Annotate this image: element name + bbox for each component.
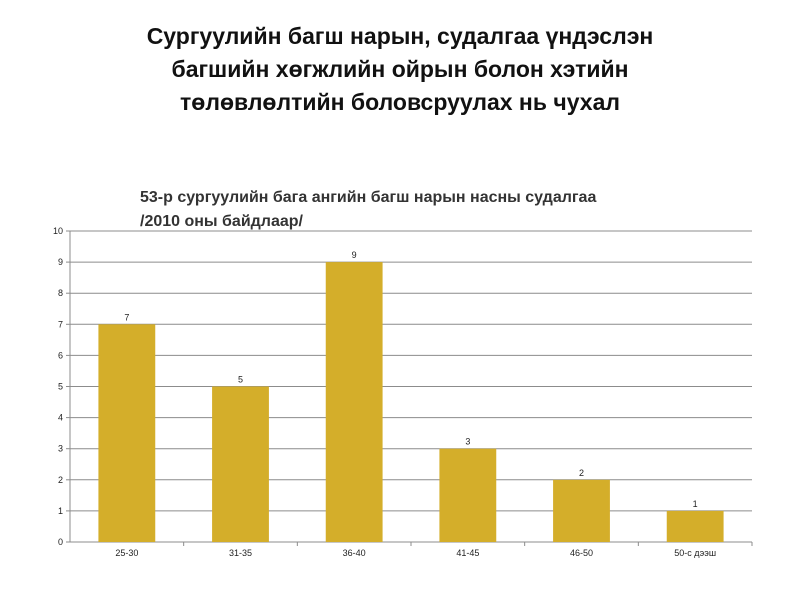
data-label: 9 [352,250,357,260]
data-label: 1 [693,499,698,509]
y-tick-label: 3 [58,444,63,454]
y-tick-label: 6 [58,350,63,360]
y-tick-label: 0 [58,537,63,547]
data-label: 2 [579,468,584,478]
x-tick-label: 25-30 [115,548,138,558]
bar [98,324,156,542]
y-tick-label: 2 [58,475,63,485]
bar [325,262,383,542]
y-tick-label: 4 [58,413,63,423]
data-label: 3 [465,437,470,447]
bar [439,448,497,542]
slide-title: Сургуулийн багш нарын, судалгаа үндэслэн… [20,20,780,119]
y-tick-label: 1 [58,506,63,516]
y-tick-label: 10 [53,226,63,236]
y-tick-label: 7 [58,319,63,329]
chart-title: 53-р сургуулийн бага ангийн багш нарын н… [140,186,760,234]
chart-title-line-1: 53-р сургуулийн бага ангийн багш нарын н… [140,189,597,206]
slide-title-line-1: Сургуулийн багш нарын, судалгаа үндэслэн [146,23,654,49]
bar [553,479,610,542]
y-tick-label: 8 [58,288,63,298]
slide-title-line-2: багшийн хөгжлийн ойрын болон хэтийн [171,56,629,82]
data-label: 7 [124,312,129,322]
bar [666,510,724,542]
slide-title-line-3: төлөвлөлтийн боловсруулах нь чухал [180,89,620,115]
y-tick-label: 5 [58,382,63,392]
x-tick-label: 36-40 [343,548,366,558]
x-tick-label: 31-35 [229,548,252,558]
x-tick-label: 50-с дээш [674,548,716,558]
bar [212,386,269,542]
chart-title-line-2: /2010 оны байдлаар/ [140,213,303,230]
x-tick-label: 46-50 [570,548,593,558]
x-tick-label: 41-45 [456,548,479,558]
data-label: 5 [238,375,243,385]
y-tick-label: 9 [58,257,63,267]
